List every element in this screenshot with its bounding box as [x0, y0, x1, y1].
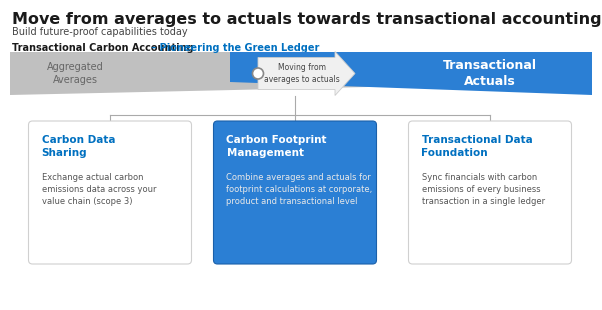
- FancyBboxPatch shape: [28, 121, 191, 264]
- Text: Build future-proof capabilities today: Build future-proof capabilities today: [12, 27, 188, 37]
- Text: Carbon Footprint
Management: Carbon Footprint Management: [226, 135, 327, 158]
- Text: Combine averages and actuals for
footprint calculations at corporate,
product an: Combine averages and actuals for footpri…: [226, 173, 373, 206]
- Text: Aggregated
Averages: Aggregated Averages: [46, 62, 104, 85]
- Text: Transactional Carbon Accounting: Transactional Carbon Accounting: [12, 43, 194, 53]
- Polygon shape: [230, 52, 592, 95]
- Text: Moving from
averages to actuals: Moving from averages to actuals: [264, 64, 340, 84]
- Text: Move from averages to actuals towards transactional accounting: Move from averages to actuals towards tr…: [12, 12, 601, 27]
- Text: Transactional Data
Foundation: Transactional Data Foundation: [421, 135, 532, 158]
- FancyBboxPatch shape: [214, 121, 376, 264]
- Text: Transactional
Actuals: Transactional Actuals: [443, 59, 537, 88]
- FancyBboxPatch shape: [409, 121, 571, 264]
- Text: – Pioneering the Green Ledger: – Pioneering the Green Ledger: [148, 43, 320, 53]
- Text: Sync financials with carbon
emissions of every business
transaction in a single : Sync financials with carbon emissions of…: [421, 173, 545, 206]
- Text: Exchange actual carbon
emissions data across your
value chain (scope 3): Exchange actual carbon emissions data ac…: [42, 173, 156, 206]
- Polygon shape: [258, 51, 355, 95]
- Polygon shape: [10, 52, 592, 95]
- Circle shape: [252, 68, 264, 79]
- Text: Carbon Data
Sharing: Carbon Data Sharing: [42, 135, 115, 158]
